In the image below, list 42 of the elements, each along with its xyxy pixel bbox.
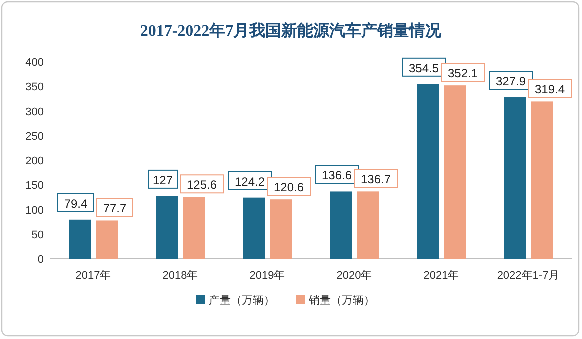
bar [183,197,205,259]
y-tick-label: 250 [26,130,44,143]
bar [69,220,91,259]
y-tick-label: 200 [26,156,44,168]
y-tick-label: 100 [26,204,44,217]
y-tick-label: 0 [38,254,44,266]
y-tick-label: 150 [26,180,44,192]
data-label: 77.7 [103,202,127,216]
bar [156,196,178,259]
legend-label: 产量（万辆） [209,294,275,307]
bar [531,102,553,259]
data-label: 136.6 [322,168,352,183]
bar [270,200,292,259]
data-label: 354.5 [408,61,440,76]
data-label: 125.6 [186,178,218,192]
legend-label: 销量（万辆） [308,295,375,307]
y-tick-label: 400 [26,57,44,69]
data-label: 327.9 [496,74,526,89]
x-tick-label: 2020年 [336,270,372,282]
bar [357,192,379,259]
y-tick-label: 50 [32,229,44,242]
data-label: 136.7 [360,172,392,187]
data-label: 319.4 [534,82,566,97]
y-tick-label: 350 [26,82,44,94]
chart-title: 2017-2022年7月我国新能源汽车产销量情况 [140,22,443,40]
data-label: 352.1 [448,66,478,81]
y-tick-label: 300 [26,106,44,118]
bar [243,198,265,259]
x-tick-label: 2019年 [250,270,286,282]
x-tick-label: 2017年 [76,270,112,282]
data-label: 120.6 [274,180,304,195]
data-label: 79.4 [64,196,88,211]
bar [96,220,118,259]
data-label: 127 [152,173,174,188]
x-tick-label: 2022年1-7月 [497,270,560,282]
x-tick-label: 2021年 [424,270,460,282]
bar [504,98,526,259]
data-label: 124.2 [234,174,266,189]
bar [330,192,352,259]
bar [417,84,439,259]
bar [444,86,466,259]
x-tick-label: 2018年 [162,270,198,282]
